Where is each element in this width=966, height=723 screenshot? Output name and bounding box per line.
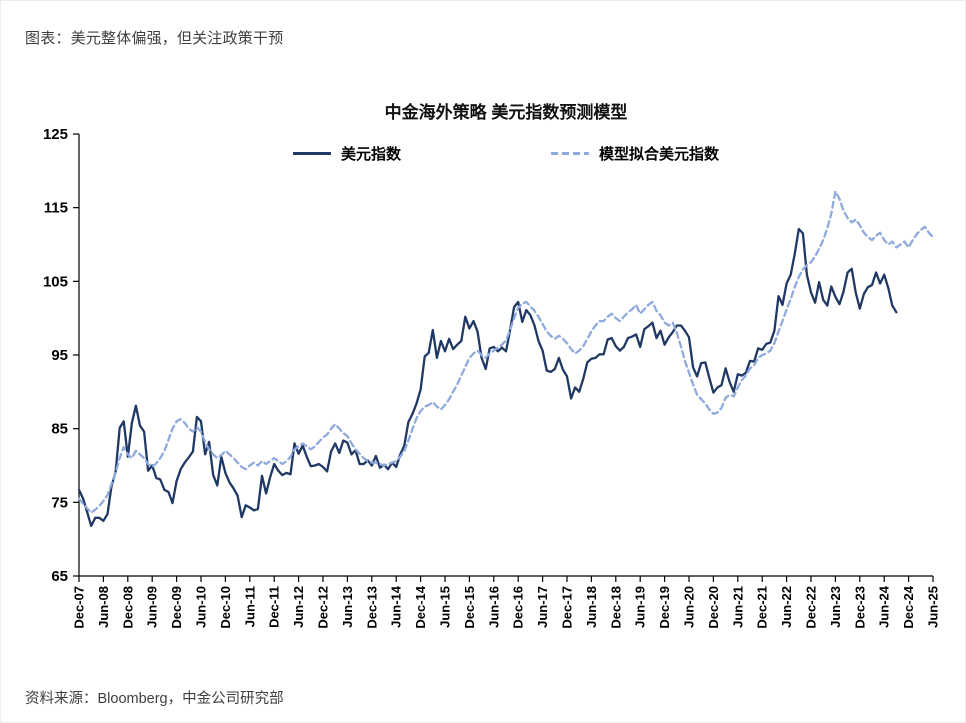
x-axis-tick-label: Jun-12 — [291, 586, 306, 628]
x-axis-tick-label: Jun-23 — [828, 586, 843, 628]
y-axis-tick-label: 115 — [44, 200, 68, 217]
dollar-index-line-chart: 65 75 85 95 105 115 125 Dec-07 Jun-08 Dec-08 Jun-0… — [43, 126, 941, 629]
usd-index-series-line — [77, 227, 898, 528]
legend-label-model-fit: 模型拟合美元指数 — [599, 146, 720, 163]
x-axis-tick-label: Dec-19 — [657, 586, 672, 629]
chart-legend: 美元指数 模型拟合美元指数 — [79, 143, 933, 164]
x-axis-tick-label: Jun-09 — [145, 586, 160, 628]
x-axis-tick-label: Jun-17 — [535, 586, 550, 628]
chart-title: 中金海外策略 美元指数预测模型 — [384, 103, 628, 122]
x-axis-tick-label: Jun-24 — [877, 585, 892, 628]
y-axis-tick-label: 85 — [51, 421, 68, 438]
x-axis-tick-label: Jun-16 — [486, 586, 501, 628]
x-axis-tick-label: Dec-15 — [462, 586, 477, 629]
x-axis-tick-label: Dec-17 — [560, 586, 575, 629]
x-axis-tick-label: Dec-24 — [901, 585, 916, 628]
x-axis-tick-label: Jun-11 — [242, 586, 257, 627]
x-axis-tick-label: Dec-10 — [218, 586, 233, 629]
y-axis-tick-label: 95 — [51, 347, 68, 364]
x-axis-tick-label: Dec-16 — [511, 586, 526, 629]
x-axis-tick-label: Jun-13 — [340, 586, 355, 628]
legend-item-model-fit: 模型拟合美元指数 — [551, 143, 719, 164]
x-axis-tick-label: Jun-08 — [96, 586, 111, 628]
x-axis-tick-label: Dec-22 — [804, 586, 819, 629]
x-axis-tick-label: Jun-22 — [779, 586, 794, 628]
x-axis-tick-label: Jun-21 — [730, 586, 745, 628]
x-axis-tick-label: Jun-25 — [926, 586, 941, 628]
x-axis-tick-label: Dec-18 — [608, 586, 623, 629]
model-fit-line-sample — [551, 152, 589, 155]
x-axis-tick-label: Jun-19 — [633, 586, 648, 628]
x-axis-tick-label: Dec-23 — [852, 586, 867, 629]
x-axis-tick-label: Jun-18 — [584, 586, 599, 628]
x-axis-tick-label: Dec-07 — [72, 586, 87, 629]
x-axis-tick-label: Dec-11 — [267, 586, 282, 628]
x-axis-tick-label: Jun-15 — [438, 586, 453, 628]
legend-item-usd-index: 美元指数 — [292, 143, 401, 164]
x-axis-tick-label: Dec-09 — [169, 586, 184, 629]
source-note: 资料来源：Bloomberg，中金公司研究部 — [25, 691, 284, 707]
x-axis-tick-label: Jun-20 — [682, 586, 697, 628]
y-axis-tick-label: 65 — [51, 568, 68, 585]
x-axis-tick-label: Dec-14 — [413, 585, 428, 628]
x-axis-tick-label: Dec-12 — [316, 586, 331, 629]
x-axis-tick-label: Dec-21 — [755, 586, 770, 629]
y-axis-tick-label: 75 — [51, 494, 68, 511]
y-axis-tick-label: 125 — [43, 126, 68, 143]
x-axis-tick-label: Dec-20 — [706, 586, 721, 629]
usd-index-line-sample — [292, 152, 331, 155]
legend-label-usd-index: 美元指数 — [340, 146, 401, 163]
y-axis-tick-label: 105 — [43, 273, 68, 290]
chart-caption: 图表：美元整体偏强，但关注政策干预 — [25, 30, 284, 47]
x-axis-tick-label: Jun-14 — [389, 585, 404, 628]
x-axis-tick-label: Dec-08 — [120, 586, 135, 629]
x-axis-tick-label: Dec-13 — [364, 586, 379, 629]
x-axis-tick-label: Jun-10 — [194, 586, 209, 628]
model-fit-series-line — [77, 190, 935, 514]
